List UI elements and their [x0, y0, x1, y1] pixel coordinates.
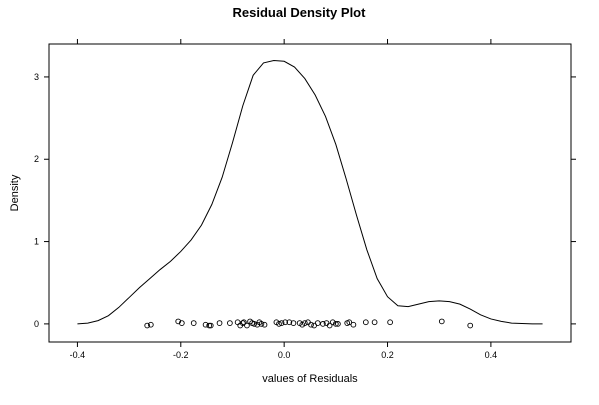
density-curve	[77, 59, 543, 325]
rug-point	[346, 319, 353, 326]
y-axis: 0 1 2 3	[34, 72, 576, 329]
rug-point	[258, 321, 265, 327]
rug-point	[278, 320, 285, 326]
x-tick-label: -0.2	[173, 350, 189, 360]
x-tick-label: 0.0	[278, 350, 291, 360]
rug-point	[207, 322, 214, 329]
x-tick-label: 0.2	[381, 350, 394, 360]
rug-point	[362, 319, 369, 326]
rug-point	[286, 319, 293, 326]
rug-point	[202, 321, 209, 328]
y-tick-label: 1	[34, 237, 39, 247]
rug-point	[387, 319, 393, 326]
rug-point	[438, 318, 445, 325]
rug-point	[175, 318, 182, 325]
rug-point	[276, 321, 282, 327]
rug-point	[335, 321, 341, 327]
x-axis: -0.4 -0.2 0.0 0.2 0.4	[70, 39, 497, 360]
rug-point	[314, 320, 321, 326]
rug-point	[290, 320, 297, 326]
rug-point	[147, 321, 154, 328]
plot-frame	[48, 43, 572, 343]
rug-point	[467, 322, 474, 329]
rug-point	[282, 319, 289, 326]
rug-point	[227, 320, 233, 326]
rug-point	[216, 320, 223, 326]
rug-point	[239, 320, 246, 326]
chart-title: Residual Density Plot	[233, 5, 367, 20]
rug-point	[244, 322, 250, 329]
rug-point	[350, 321, 357, 328]
rug-point	[251, 321, 258, 327]
x-tick-label: 0.4	[485, 350, 498, 360]
rug-point	[308, 321, 314, 328]
rug-point	[332, 321, 339, 327]
rug-points	[144, 318, 474, 329]
rug-point	[178, 320, 185, 326]
rug-point	[234, 319, 241, 326]
rug-point	[206, 322, 213, 329]
rug-point	[320, 321, 326, 327]
rug-point	[261, 321, 268, 328]
y-axis-label: Density	[9, 174, 21, 211]
rug-point	[329, 319, 336, 326]
x-axis-label: values of Residuals	[262, 373, 358, 385]
y-tick-label: 3	[34, 72, 39, 82]
y-tick-label: 0	[34, 319, 39, 329]
rug-point	[190, 320, 197, 326]
rug-point	[144, 322, 151, 329]
x-tick-label: -0.4	[70, 350, 86, 360]
rug-point	[301, 320, 308, 326]
y-tick-label: 2	[34, 154, 39, 164]
rug-point	[326, 322, 333, 329]
rug-point	[241, 319, 247, 326]
rug-point	[371, 319, 378, 326]
